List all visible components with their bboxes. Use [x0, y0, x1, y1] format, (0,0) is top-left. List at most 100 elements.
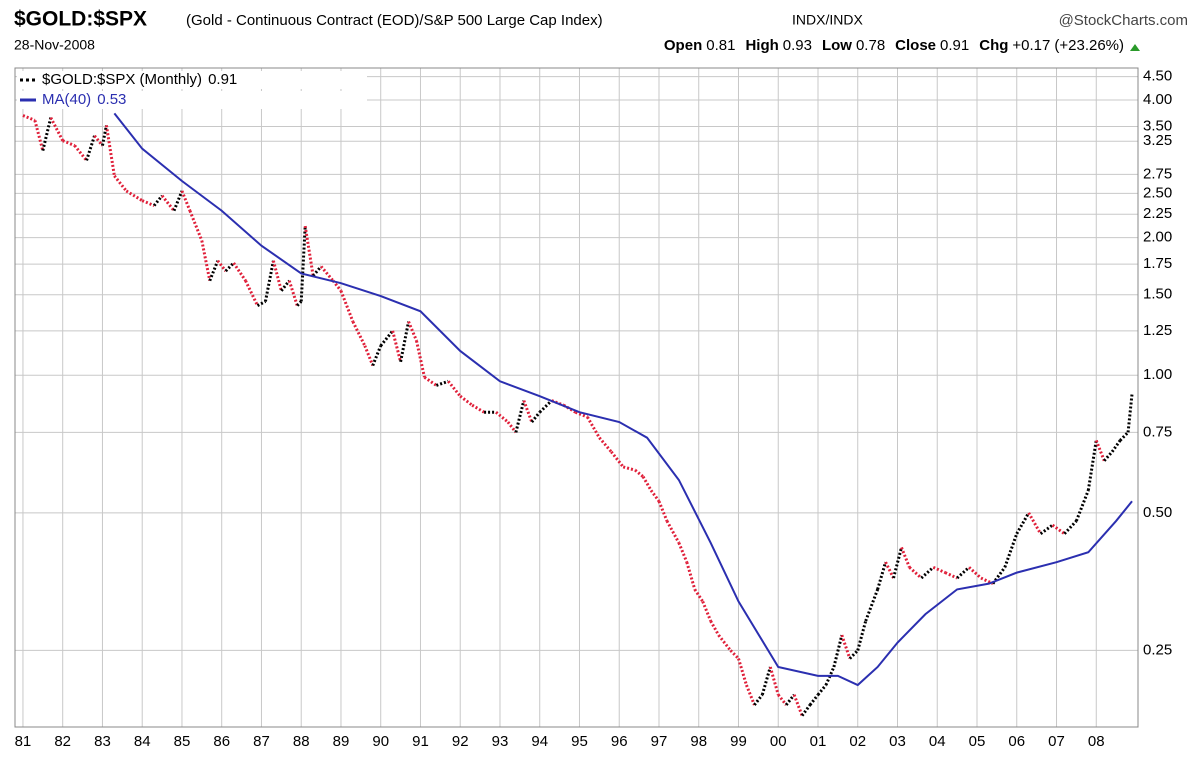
quote-value: 0.93 — [783, 37, 812, 54]
line-segment — [1063, 519, 1078, 535]
x-tick-label: 89 — [333, 733, 350, 750]
line-segment — [685, 561, 697, 590]
line-segment — [1074, 489, 1090, 522]
x-tick-label: 96 — [611, 733, 628, 750]
line-segment — [224, 261, 235, 273]
line-segment — [598, 436, 613, 453]
x-tick-label: 85 — [174, 733, 191, 750]
quote-label: High — [745, 37, 778, 54]
legend-value: 0.91 — [208, 71, 237, 88]
line-segment — [125, 189, 143, 202]
quote-label: Low — [822, 37, 852, 54]
x-tick-label: 91 — [412, 733, 429, 750]
line-segment — [299, 225, 307, 302]
x-tick-label: 90 — [372, 733, 389, 750]
x-tick-label: 03 — [889, 733, 906, 750]
y-tick-label: 1.50 — [1143, 286, 1172, 303]
quote-value: 0.91 — [940, 37, 969, 54]
x-tick-label: 95 — [571, 733, 588, 750]
quote-value: 0.78 — [856, 37, 885, 54]
date: 28-Nov-2008 — [14, 37, 95, 53]
y-tick-label: 1.75 — [1143, 255, 1172, 272]
line-segment — [892, 547, 903, 579]
line-segment — [745, 684, 756, 706]
line-segment — [363, 345, 375, 367]
quote-value: +0.17 — [1012, 37, 1050, 54]
line-segment — [287, 280, 299, 307]
y-tick-label: 2.25 — [1143, 205, 1172, 222]
line-segment — [339, 290, 355, 323]
y-tick-label: 0.75 — [1143, 423, 1172, 440]
line-segment — [856, 620, 868, 651]
x-tick-label: 93 — [492, 733, 509, 750]
x-tick-label: 81 — [15, 733, 32, 750]
line-segment — [244, 280, 259, 307]
line-segment — [1051, 523, 1066, 535]
line-segment — [296, 300, 303, 307]
y-tick-label: 1.00 — [1143, 366, 1172, 383]
line-segment — [908, 566, 923, 580]
line-segment — [538, 399, 553, 414]
line-segment — [379, 329, 394, 347]
line-segment — [1103, 450, 1114, 462]
quote-label: Close — [895, 37, 936, 54]
x-tick-label: 01 — [810, 733, 827, 750]
y-tick-label: 3.25 — [1143, 132, 1172, 149]
line-segment — [717, 634, 732, 652]
y-tick-label: 1.25 — [1143, 322, 1172, 339]
line-segment — [760, 666, 772, 696]
line-segment — [73, 144, 88, 162]
x-tick-label: 04 — [929, 733, 946, 750]
line-segment — [1015, 512, 1030, 535]
y-tick-label: 0.50 — [1143, 504, 1172, 521]
x-tick-label: 87 — [253, 733, 270, 750]
quote-value: 0.81 — [706, 37, 735, 54]
line-segment — [641, 475, 653, 492]
x-tick-label: 97 — [651, 733, 668, 750]
x-tick-label: 94 — [531, 733, 548, 750]
line-segment — [920, 566, 935, 580]
y-tick-label: 4.50 — [1143, 68, 1172, 85]
legend-label: MA(40) — [42, 91, 91, 108]
exchange: INDX/INDX — [792, 12, 863, 28]
line-segment — [85, 135, 96, 161]
line-segment — [208, 260, 220, 282]
y-tick-label: 4.00 — [1143, 91, 1172, 108]
x-tick-label: 83 — [94, 733, 111, 750]
source: @StockCharts.com — [1059, 12, 1188, 29]
line-segment — [991, 566, 1007, 585]
line-segment — [399, 321, 411, 363]
y-tick-label: 0.25 — [1143, 641, 1172, 658]
line-segment — [876, 561, 888, 590]
chart-title: $GOLD:$SPX — [14, 8, 147, 31]
legend-value: 0.53 — [97, 91, 126, 108]
line-segment — [447, 380, 462, 398]
line-segment — [303, 225, 315, 277]
line-segment — [271, 260, 283, 292]
quote-label: Open — [664, 37, 702, 54]
y-tick-label: 2.50 — [1143, 184, 1172, 201]
y-tick-label: 2.75 — [1143, 165, 1172, 182]
line-segment — [900, 546, 911, 568]
line-segment — [407, 321, 418, 342]
line-segment — [263, 260, 275, 302]
legend-bg — [17, 91, 367, 109]
x-tick-label: 98 — [690, 733, 707, 750]
line-segment — [968, 566, 982, 580]
line-segment — [495, 411, 509, 424]
line-segment — [729, 649, 740, 660]
line-segment — [113, 174, 128, 192]
line-segment — [832, 634, 844, 668]
line-segment — [737, 658, 748, 686]
line-segment — [1086, 440, 1098, 491]
plot-frame — [14, 67, 1139, 728]
line-segment — [319, 265, 335, 282]
line-segment — [351, 320, 367, 347]
line-segment — [200, 240, 212, 281]
line-segment — [256, 300, 267, 307]
line-segment — [657, 500, 669, 522]
line-segment — [1027, 512, 1042, 535]
line-segment — [665, 520, 681, 544]
